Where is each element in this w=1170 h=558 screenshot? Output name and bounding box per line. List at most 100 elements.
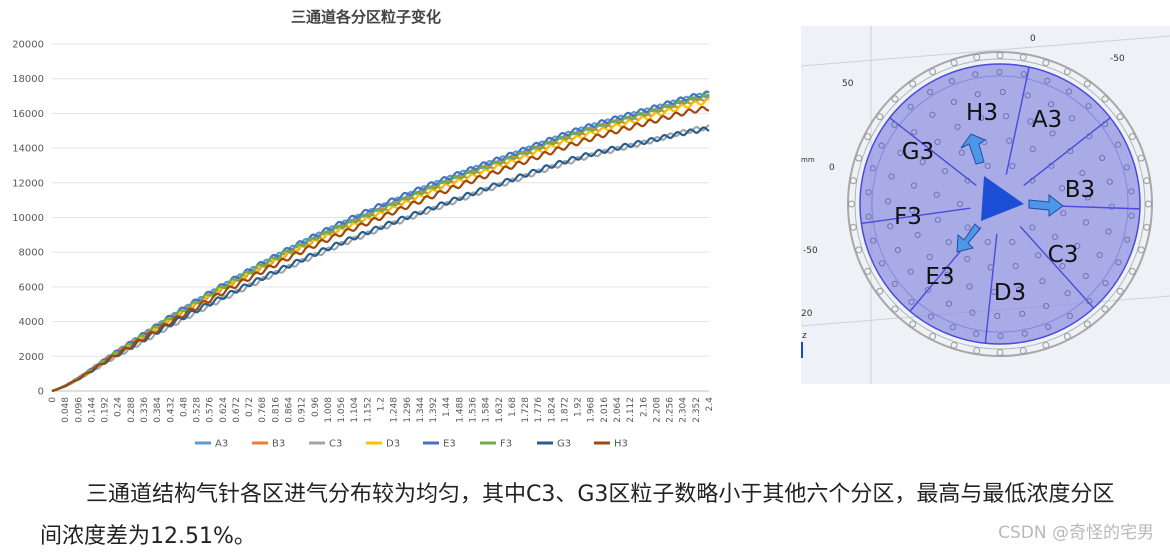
y-tick-label: 8000 <box>19 248 44 259</box>
x-tick-label: 2.112 <box>626 397 636 423</box>
axis-label-left-50: 50 <box>842 79 854 89</box>
x-tick-label: 1.968 <box>587 397 597 423</box>
caption-text: 三通道结构气针各区进气分布较为均匀，其中C3、G3区粒子数略小于其他六个分区，最… <box>40 482 1115 549</box>
x-tick-label: 0.144 <box>87 397 97 423</box>
x-tick-label: 0.912 <box>298 397 308 423</box>
series-line-f3 <box>51 93 710 393</box>
x-tick-label: 1.104 <box>350 397 360 423</box>
y-tick-label: 4000 <box>19 317 44 328</box>
legend-label-a3: A3 <box>215 439 228 450</box>
series-line-b3 <box>51 95 710 393</box>
x-tick-label: 1.008 <box>324 397 334 423</box>
x-tick-label: 0.288 <box>127 397 137 423</box>
x-tick-label: 1.92 <box>574 397 584 417</box>
x-tick-label: 1.632 <box>495 397 505 423</box>
legend-label-e3: E3 <box>443 439 456 450</box>
series-line-e3 <box>51 90 710 393</box>
y-tick-label: 10000 <box>12 213 44 224</box>
x-tick-label: 0.048 <box>61 397 71 423</box>
x-tick-label: 0.816 <box>271 397 281 423</box>
x-tick-label: 0.336 <box>140 397 150 423</box>
x-tick-label: 0.96 <box>311 397 321 417</box>
flow-arrow-right <box>1028 193 1064 217</box>
legend-label-h3: H3 <box>614 439 628 450</box>
x-tick-label: 0.72 <box>245 397 255 417</box>
y-tick-label: 2000 <box>19 352 44 363</box>
x-tick-label: 0.384 <box>153 397 163 423</box>
chart-series <box>51 90 710 393</box>
chart-legend: A3 B3 C3 D3 E3 F3 G3 H3 <box>195 439 628 450</box>
zone-label-a3: A3 <box>1032 107 1062 133</box>
zone-label-f3: F3 <box>894 204 922 230</box>
x-tick-label: 2.16 <box>639 397 649 417</box>
x-tick-label: 1.728 <box>521 397 531 423</box>
y-tick-label: 18000 <box>12 74 44 85</box>
series-line-c3 <box>51 124 710 393</box>
legend-label-d3: D3 <box>386 439 400 450</box>
inlet-triangle <box>981 176 1024 221</box>
watermark: CSDN @奇怪的宅男 <box>998 523 1154 543</box>
x-tick-label: 1.296 <box>403 397 413 423</box>
zone-label-d3: D3 <box>994 280 1026 306</box>
zone-label-e3: E3 <box>925 264 954 290</box>
zone-label-h3: H3 <box>966 100 998 126</box>
x-tick-label: 2.256 <box>666 397 676 423</box>
series-line-g3 <box>51 126 710 393</box>
y-tick-label: 6000 <box>19 282 44 293</box>
y-tick-label: 20000 <box>12 40 44 51</box>
x-tick-label: 0.432 <box>166 397 176 423</box>
legend-label-f3: F3 <box>500 439 512 450</box>
zone-label-c3: C3 <box>1048 242 1079 268</box>
x-tick-label: 2.352 <box>692 397 702 423</box>
legend-label-g3: G3 <box>557 439 571 450</box>
x-tick-label: 0.672 <box>232 397 242 423</box>
x-tick-label: 0.096 <box>74 397 84 423</box>
axis-label-left-mm: mm <box>801 156 815 164</box>
y-axis-ticks: 0 2000 4000 6000 8000 10000 12000 14000 16000 180… <box>12 40 44 398</box>
x-tick-label: 2.304 <box>679 397 689 423</box>
y-tick-label: 16000 <box>12 109 44 120</box>
y-tick-label: 0 <box>38 387 44 398</box>
x-tick-label: 0.624 <box>219 397 229 423</box>
zone-label-g3: G3 <box>902 139 934 165</box>
x-tick-label: 0.528 <box>193 397 203 423</box>
x-tick-label: 0.48 <box>179 397 189 417</box>
series-line-h3 <box>51 105 710 393</box>
x-tick-label: 1.824 <box>547 397 557 423</box>
x-tick-label: 1.776 <box>534 397 544 423</box>
x-tick-label: 1.392 <box>429 397 439 423</box>
axis-label-top-neg50: -50 <box>1110 54 1125 64</box>
zone-label-b3: B3 <box>1065 177 1095 203</box>
x-tick-label: 1.152 <box>363 397 373 423</box>
x-tick-label: 0.192 <box>101 397 111 423</box>
flow-arrow-down <box>956 223 981 253</box>
axis-label-left-0: 0 <box>829 163 835 173</box>
chart-title: 三通道各分区粒子变化 <box>291 8 441 26</box>
x-tick-label: 0.24 <box>114 397 124 417</box>
line-chart: 三通道各分区粒子变化 0 2000 4000 6000 8000 10000 12000 14… <box>12 8 715 450</box>
x-tick-label: 2.064 <box>613 397 623 423</box>
x-tick-label: 2.4 <box>705 397 715 412</box>
x-tick-label: 2.016 <box>600 397 610 423</box>
x-tick-label: 0.576 <box>206 397 216 423</box>
x-tick-label: 1.056 <box>337 397 347 423</box>
x-tick-label: 1.584 <box>482 397 492 423</box>
x-tick-label: 0 <box>48 397 58 403</box>
x-tick-label: 1.344 <box>416 397 426 423</box>
x-axis-ticks: 0 0.048 0.096 0.144 0.192 0.24 0.288 0.336 0.384… <box>48 397 715 423</box>
axis-label-left-neg50: -50 <box>803 246 818 256</box>
axis-label-top-0: 0 <box>1030 34 1036 44</box>
x-tick-label: 1.248 <box>390 397 400 423</box>
axis-label-z: z <box>802 331 807 341</box>
x-tick-label: 1.44 <box>442 397 452 417</box>
x-tick-label: 1.2 <box>377 397 387 411</box>
x-tick-label: 2.208 <box>652 397 662 423</box>
y-tick-label: 14000 <box>12 144 44 155</box>
series-line-a3 <box>51 92 710 393</box>
series-line-d3 <box>51 98 710 393</box>
legend-label-b3: B3 <box>272 439 285 450</box>
x-tick-label: 1.536 <box>468 397 478 423</box>
y-tick-label: 12000 <box>12 178 44 189</box>
axis-label-left-20: 20 <box>801 309 813 319</box>
ring-holes <box>848 52 1152 356</box>
